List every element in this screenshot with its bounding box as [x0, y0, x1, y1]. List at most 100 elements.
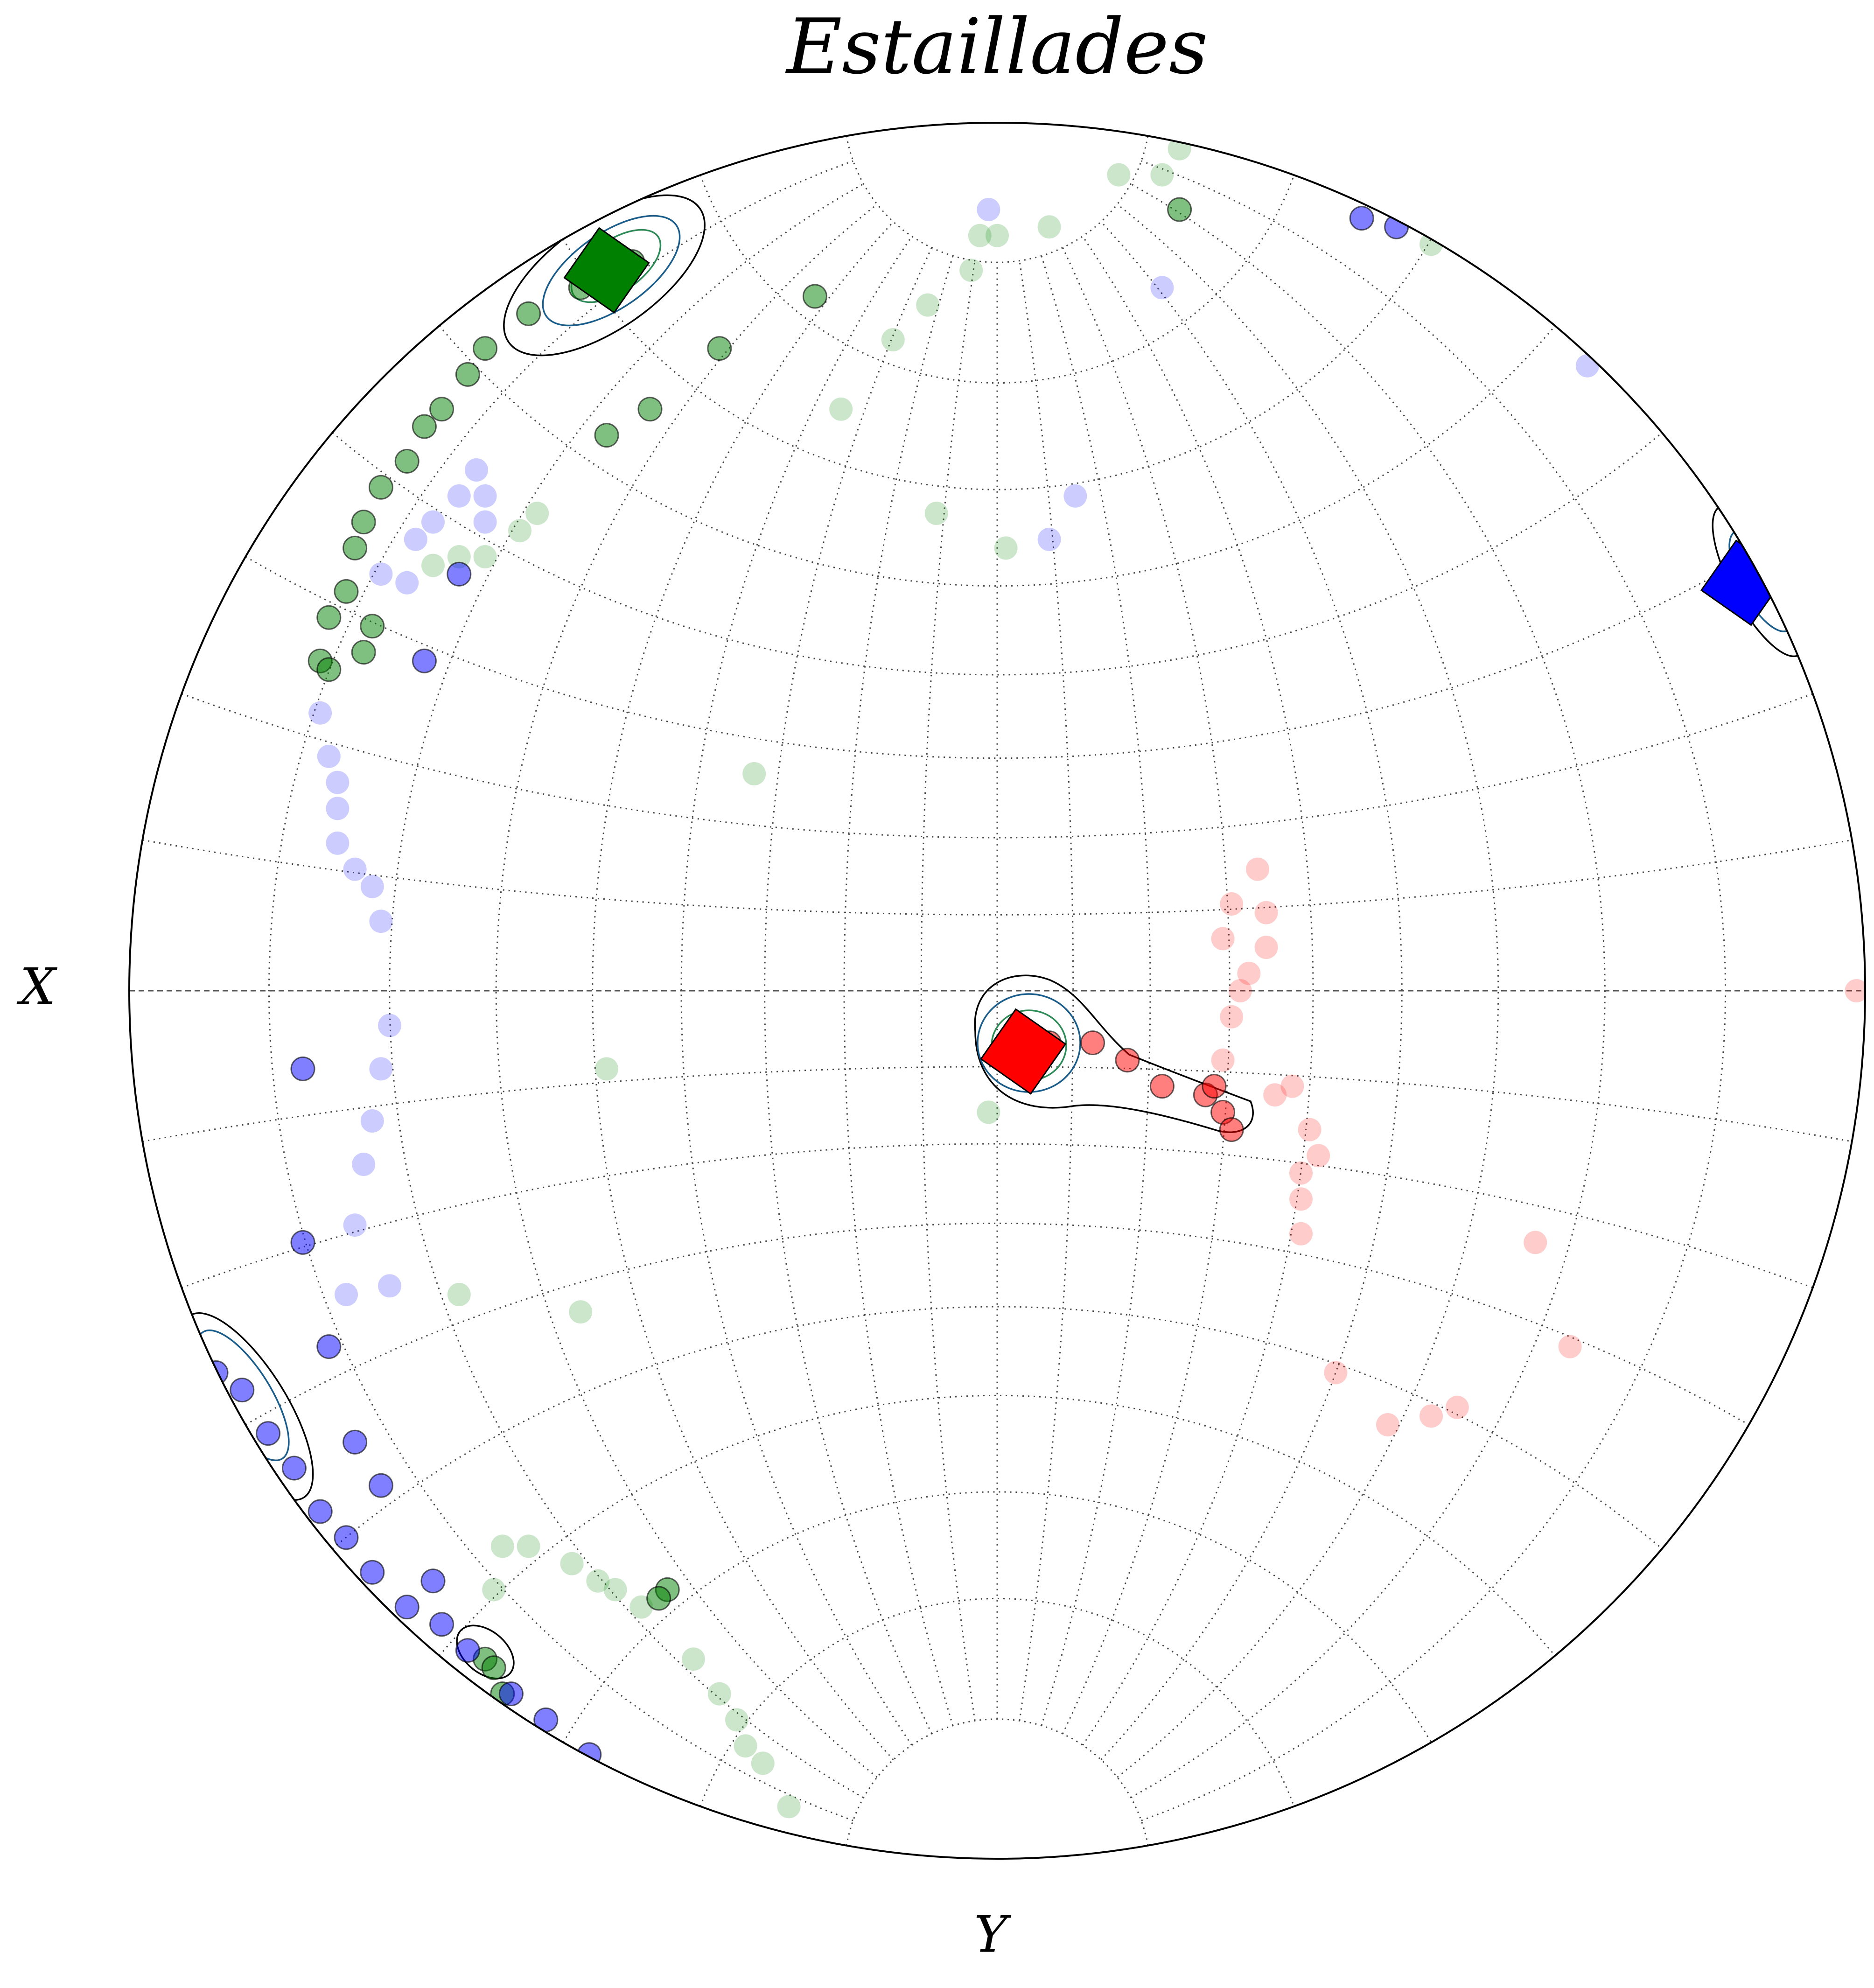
point — [281, 1456, 307, 1481]
point — [490, 1534, 514, 1558]
point — [1349, 206, 1374, 231]
contour — [180, 1312, 314, 1501]
net-parallel — [245, 1222, 1749, 1426]
point — [343, 1213, 367, 1237]
point — [777, 1795, 801, 1819]
point — [1289, 1187, 1313, 1211]
point — [1211, 927, 1235, 951]
point — [290, 1230, 315, 1255]
point — [1376, 1413, 1399, 1436]
point — [637, 397, 663, 422]
point — [1063, 484, 1087, 508]
point — [1219, 1117, 1244, 1142]
point — [1419, 1404, 1443, 1428]
point — [1289, 1222, 1313, 1246]
primitive-circle — [128, 122, 1866, 1860]
point — [473, 510, 497, 534]
point — [316, 1334, 342, 1359]
point — [1263, 1083, 1287, 1107]
point — [924, 502, 948, 525]
point — [707, 336, 732, 361]
point — [968, 224, 992, 247]
point — [1254, 936, 1278, 959]
net-parallel — [846, 1718, 1149, 1846]
point — [369, 562, 393, 586]
point — [481, 1655, 506, 1680]
point — [986, 224, 1009, 247]
point — [508, 519, 531, 543]
point — [916, 293, 940, 317]
point — [1149, 1074, 1175, 1099]
point — [1280, 1074, 1304, 1098]
point — [343, 857, 367, 881]
point — [429, 397, 455, 422]
point — [230, 1378, 255, 1403]
point — [603, 1578, 627, 1602]
point — [308, 1499, 333, 1524]
point — [725, 1708, 748, 1732]
net-meridian — [1062, 247, 1231, 1734]
net-meridian — [1100, 221, 1403, 1760]
mean-diamond — [563, 227, 650, 314]
net-meridian — [1019, 260, 1074, 1721]
point — [1150, 276, 1174, 300]
point — [802, 284, 827, 309]
point — [1384, 214, 1409, 239]
point — [394, 1595, 420, 1620]
point — [1167, 197, 1192, 222]
point — [316, 657, 342, 682]
net-parallel — [245, 556, 1749, 759]
point — [734, 1734, 757, 1758]
point — [378, 1274, 401, 1298]
net-parallel — [846, 136, 1149, 263]
point — [412, 648, 437, 673]
point — [326, 831, 350, 855]
point — [404, 527, 427, 551]
point — [326, 797, 350, 820]
net-meridian — [920, 260, 976, 1721]
point — [525, 502, 549, 525]
point — [326, 770, 350, 794]
point — [1324, 1361, 1348, 1385]
point — [421, 553, 445, 577]
point — [455, 1638, 480, 1663]
point — [343, 535, 368, 560]
point — [378, 1014, 401, 1037]
point — [498, 1681, 524, 1707]
net-parallel — [562, 1491, 1432, 1743]
point — [977, 1100, 1000, 1124]
point — [465, 458, 488, 482]
net-parallel — [439, 1394, 1556, 1656]
point — [420, 1568, 446, 1594]
point — [343, 1429, 368, 1455]
density-contours — [180, 194, 1807, 1680]
point — [473, 545, 497, 568]
point — [447, 561, 472, 587]
net-parallel — [439, 325, 1556, 587]
point — [447, 484, 471, 508]
point — [1575, 354, 1599, 378]
net-grid — [129, 136, 1865, 1846]
point — [595, 1057, 618, 1081]
point — [594, 423, 619, 448]
point — [394, 448, 420, 474]
point — [1289, 1161, 1313, 1185]
net-parallel — [181, 1143, 1813, 1288]
chart-title: Estaillades — [785, 3, 1208, 91]
net-meridian — [592, 221, 894, 1760]
net-meridian — [1082, 236, 1314, 1746]
point — [1107, 163, 1131, 187]
point — [317, 744, 341, 768]
net-parallel — [142, 1066, 1852, 1142]
point — [569, 1300, 593, 1324]
contour — [974, 974, 1254, 1133]
point — [682, 1647, 705, 1671]
point — [351, 640, 376, 665]
point — [959, 259, 983, 282]
point — [586, 1569, 610, 1593]
point — [290, 1056, 315, 1081]
point — [308, 701, 332, 725]
point — [742, 762, 766, 785]
point — [447, 1283, 471, 1306]
point — [473, 336, 498, 361]
